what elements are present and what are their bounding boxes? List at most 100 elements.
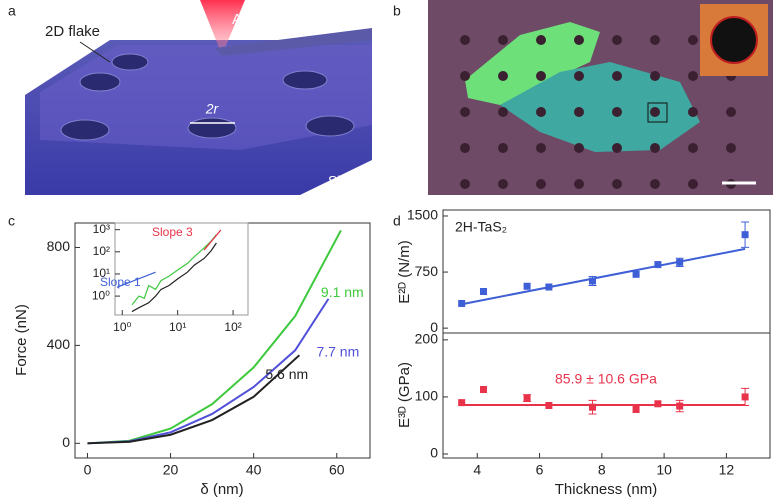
panel-label: b bbox=[393, 3, 401, 19]
x-tick-label: 40 bbox=[246, 462, 262, 478]
panel-label: a bbox=[8, 3, 16, 19]
hole bbox=[536, 107, 546, 117]
y-tick-label: 10¹ bbox=[93, 266, 110, 280]
y-tick-label: 800 bbox=[47, 238, 71, 254]
selection-box bbox=[647, 102, 668, 123]
marker bbox=[479, 386, 487, 394]
hole bbox=[574, 143, 584, 153]
y-tick-label: 10⁰ bbox=[92, 288, 110, 302]
hole bbox=[460, 179, 470, 189]
panel-label: c bbox=[8, 213, 15, 229]
x-tick-label: 10⁰ bbox=[113, 320, 131, 334]
x-tick-label: 12 bbox=[719, 462, 735, 478]
x-tick-label: 60 bbox=[329, 462, 345, 478]
y-axis-label: E²ᴰ (N/m) bbox=[396, 240, 413, 303]
annotation: 85.9 ± 10.6 GPa bbox=[555, 371, 657, 387]
x-axis-label: δ (nm) bbox=[200, 481, 243, 498]
hole bbox=[498, 143, 508, 153]
substrate-label: SiO₂ bbox=[328, 173, 357, 189]
marker bbox=[654, 261, 662, 269]
hole bbox=[650, 179, 660, 189]
series-line bbox=[461, 247, 746, 306]
hole bbox=[688, 179, 698, 189]
marker bbox=[676, 402, 684, 410]
hole bbox=[460, 107, 470, 117]
x-tick-label: 10¹ bbox=[169, 320, 186, 334]
marker bbox=[632, 405, 640, 413]
hole bbox=[536, 143, 546, 153]
plot-area bbox=[442, 332, 771, 459]
flake-thick bbox=[500, 62, 700, 152]
hole bbox=[536, 179, 546, 189]
inset-hole bbox=[710, 16, 758, 64]
y-tick-label: 10² bbox=[93, 244, 110, 258]
marker bbox=[588, 277, 596, 285]
flake-label: 2D flake bbox=[45, 23, 100, 40]
hole bbox=[612, 143, 622, 153]
cantilever bbox=[215, 28, 372, 56]
hole bbox=[574, 107, 584, 117]
marker bbox=[654, 400, 662, 408]
marker bbox=[523, 394, 531, 402]
hole bbox=[536, 71, 546, 81]
y-tick-label: 0 bbox=[430, 445, 438, 461]
hole bbox=[650, 71, 660, 81]
hole bbox=[726, 143, 736, 153]
series-label: 5.6 nm bbox=[265, 366, 308, 382]
hole bbox=[650, 143, 660, 153]
hole bbox=[574, 71, 584, 81]
series-line bbox=[87, 354, 301, 445]
x-tick-label: 6 bbox=[536, 462, 544, 478]
x-tick-label: 0 bbox=[84, 462, 92, 478]
cantilever-label: AFM Cantilever bbox=[232, 11, 335, 28]
hole bbox=[460, 143, 470, 153]
series-label: 9.1 nm bbox=[321, 284, 364, 300]
hole bbox=[650, 35, 660, 45]
series-label: 7.7 nm bbox=[316, 344, 359, 360]
pointer bbox=[79, 41, 111, 63]
y-tick-label: 1500 bbox=[407, 207, 438, 223]
x-tick-label: 8 bbox=[598, 462, 606, 478]
y-tick-label: 750 bbox=[415, 263, 439, 279]
x-axis-label: Thickness (nm) bbox=[555, 481, 658, 498]
series-label: Slope 1 bbox=[100, 275, 141, 289]
series-line bbox=[131, 234, 217, 306]
marker bbox=[741, 393, 749, 401]
hole bbox=[688, 143, 698, 153]
hole bbox=[498, 107, 508, 117]
hole bbox=[612, 179, 622, 189]
laser bbox=[200, 0, 245, 55]
radius-label: 2r bbox=[205, 101, 220, 117]
hole bbox=[498, 35, 508, 45]
x-tick-label: 10 bbox=[656, 462, 672, 478]
y-tick-label: 400 bbox=[47, 336, 71, 352]
hole bbox=[460, 71, 470, 81]
series-line bbox=[203, 229, 222, 251]
x-tick-label: 10² bbox=[224, 320, 241, 334]
hole bbox=[536, 35, 546, 45]
marker bbox=[479, 288, 487, 296]
annotation: 2H-TaS₂ bbox=[455, 219, 507, 235]
series-line bbox=[131, 242, 217, 313]
panel-b: b bbox=[393, 0, 773, 195]
hole bbox=[650, 107, 660, 117]
hole bbox=[688, 107, 698, 117]
y-axis-label: Force (nN) bbox=[13, 304, 30, 376]
panel-label: d bbox=[393, 213, 401, 229]
marker bbox=[741, 231, 749, 239]
x-tick-label: 20 bbox=[163, 462, 179, 478]
x-tick-label: 4 bbox=[473, 462, 481, 478]
y-tick-label: 100 bbox=[415, 388, 439, 404]
hole bbox=[460, 35, 470, 45]
marker bbox=[588, 403, 596, 411]
y-tick-label: 200 bbox=[415, 331, 439, 347]
holes bbox=[60, 53, 355, 141]
hole bbox=[498, 179, 508, 189]
hole bbox=[688, 71, 698, 81]
series-label: Slope 3 bbox=[152, 225, 193, 239]
panel-a: a 2D flake AFM Cantilever 2r SiO₂ bbox=[8, 0, 372, 195]
hole bbox=[498, 71, 508, 81]
marker bbox=[632, 270, 640, 278]
y-tick-label: 0 bbox=[430, 319, 438, 335]
hole bbox=[574, 179, 584, 189]
